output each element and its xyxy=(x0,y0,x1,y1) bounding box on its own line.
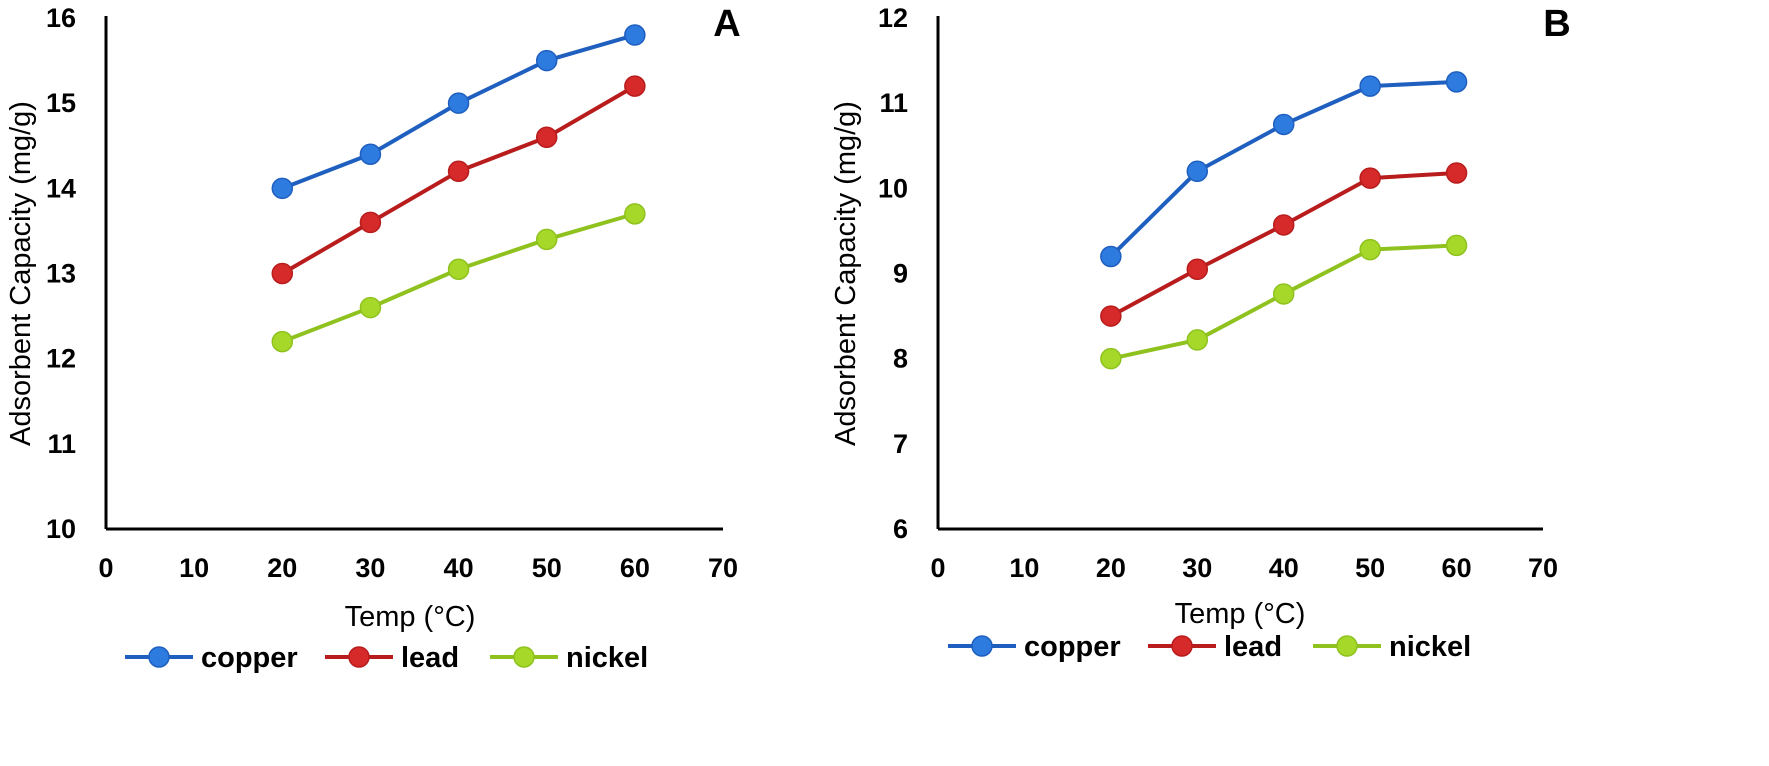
x-tick-label: 10 xyxy=(1009,553,1039,583)
data-point-nickel xyxy=(535,228,558,251)
x-tick-label: 40 xyxy=(444,553,474,583)
data-point-copper xyxy=(359,143,382,166)
y-tick-label: 7 xyxy=(893,429,908,459)
y-tick-label: 12 xyxy=(46,344,76,374)
data-point-copper xyxy=(624,24,646,46)
data-point-copper xyxy=(271,177,294,200)
x-tick-label: 0 xyxy=(930,553,945,583)
data-point-lead xyxy=(359,211,382,234)
legend-label: nickel xyxy=(566,642,648,674)
data-point-nickel xyxy=(1186,329,1209,351)
legend-swatch-marker xyxy=(513,646,535,668)
data-point-copper xyxy=(535,49,558,72)
chart-panel-b: 6 7 8 9 10 11 12 0 10 20 30 40 50 60 70 Temp (°C) Adsorb… xyxy=(830,3,1571,663)
legend-item-copper: copper xyxy=(125,642,298,674)
panel-label: B xyxy=(1543,3,1570,45)
data-point-copper xyxy=(1445,71,1468,93)
legend-label: lead xyxy=(401,642,459,674)
data-point-lead xyxy=(1100,305,1122,327)
legend-item-lead: lead xyxy=(325,642,459,674)
y-tick-label: 6 xyxy=(893,514,908,544)
data-point-nickel xyxy=(1100,347,1122,370)
x-tick-label: 60 xyxy=(1442,553,1472,583)
legend-swatch-marker xyxy=(971,635,993,657)
x-tick-label: 20 xyxy=(1096,553,1126,583)
data-point-lead xyxy=(1186,258,1209,280)
x-tick-label: 50 xyxy=(532,553,562,583)
legend-item-nickel: nickel xyxy=(1313,631,1471,663)
legend-label: nickel xyxy=(1389,631,1471,663)
x-tick-label: 40 xyxy=(1269,553,1299,583)
x-tick-label: 70 xyxy=(1528,553,1558,583)
data-point-nickel xyxy=(447,258,470,280)
data-point-copper xyxy=(1100,245,1122,268)
y-tick-label: 15 xyxy=(46,88,76,118)
legend-swatch-marker xyxy=(348,646,370,668)
legend-label: copper xyxy=(1024,631,1121,663)
data-point-nickel xyxy=(1272,283,1295,305)
x-tick-label: 30 xyxy=(355,553,385,583)
y-tick-label: 12 xyxy=(878,3,908,33)
x-tick-label: 20 xyxy=(267,553,297,583)
y-axis-title: Adsorbent Capacity (mg/g) xyxy=(830,101,862,446)
legend-item-copper: copper xyxy=(948,631,1121,663)
data-point-lead xyxy=(1445,162,1468,184)
data-point-nickel xyxy=(271,330,294,353)
y-tick-label: 14 xyxy=(46,173,76,203)
y-tick-label: 9 xyxy=(893,259,908,289)
legend-label: copper xyxy=(201,642,298,674)
data-point-lead xyxy=(447,160,470,183)
data-point-copper xyxy=(447,92,470,114)
y-axis-title: Adsorbent Capacity (mg/g) xyxy=(5,101,37,446)
x-tick-label: 60 xyxy=(620,553,650,583)
data-point-copper xyxy=(1272,113,1295,136)
legend-label: lead xyxy=(1224,631,1282,663)
y-tick-label: 11 xyxy=(47,429,76,459)
x-tick-label: 30 xyxy=(1182,553,1212,583)
data-point-nickel xyxy=(359,296,382,319)
data-point-nickel xyxy=(624,203,646,225)
data-point-nickel xyxy=(1359,238,1381,261)
data-point-lead xyxy=(1359,167,1381,189)
data-point-lead xyxy=(624,75,646,97)
data-point-lead xyxy=(1272,214,1295,236)
x-tick-label: 10 xyxy=(179,553,209,583)
data-point-nickel xyxy=(1445,234,1468,257)
legend-swatch-marker xyxy=(1171,635,1193,657)
data-point-copper xyxy=(1186,160,1209,183)
x-axis-title: Temp (°C) xyxy=(345,601,476,633)
legend-swatch-marker xyxy=(1336,635,1358,657)
legend-item-nickel: nickel xyxy=(490,642,648,674)
y-tick-label: 16 xyxy=(46,3,76,33)
chart-panel-a: 10 11 12 13 14 15 16 0 10 20 30 40 50 60 70 Temp (°C) Ad… xyxy=(5,3,741,674)
x-tick-label: 0 xyxy=(98,553,113,583)
data-point-lead xyxy=(271,262,294,285)
y-tick-label: 13 xyxy=(46,259,76,289)
data-point-copper xyxy=(1359,75,1381,97)
y-tick-label: 11 xyxy=(879,88,908,118)
x-tick-label: 70 xyxy=(708,553,738,583)
data-point-lead xyxy=(535,126,558,148)
legend-item-lead: lead xyxy=(1148,631,1282,663)
y-tick-label: 10 xyxy=(878,173,908,203)
legend-swatch-marker xyxy=(148,646,170,668)
panel-label: A xyxy=(713,3,740,45)
y-tick-label: 10 xyxy=(46,514,76,544)
y-tick-label: 8 xyxy=(893,344,908,374)
x-tick-label: 50 xyxy=(1355,553,1385,583)
x-axis-title: Temp (°C) xyxy=(1175,598,1306,630)
